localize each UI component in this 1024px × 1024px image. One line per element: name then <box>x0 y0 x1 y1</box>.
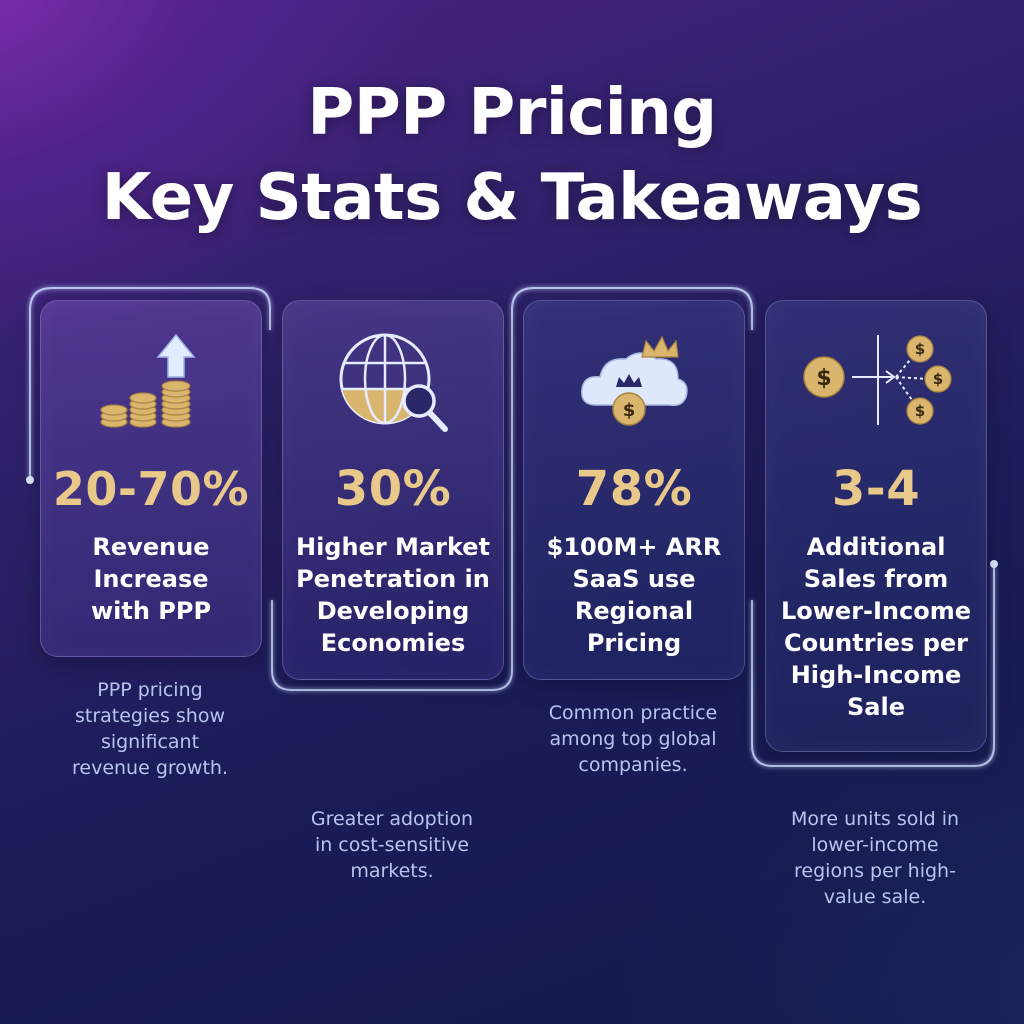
stat-label-line: High-Income <box>790 661 962 689</box>
caption-line: value sale. <box>823 886 927 908</box>
globe-magnifier-icon <box>283 327 503 447</box>
caption-line: regions per high- <box>794 860 956 882</box>
stat-label: Higher Market Penetration in Developing … <box>293 531 493 659</box>
stat-label-line: Penetration in <box>296 565 490 593</box>
caption-line: More units sold in <box>790 808 960 830</box>
stat-label: $100M+ ARR SaaS use Regional Pricing <box>534 531 734 659</box>
stat-label-line: Developing <box>316 597 470 625</box>
caption-line: among top global <box>549 728 717 750</box>
stat-label: Additional Sales from Lower-Income Count… <box>776 531 976 723</box>
stat-label-line: Higher Market <box>295 533 491 561</box>
stat-label-line: $100M+ ARR <box>546 533 722 561</box>
stat-label-line: Pricing <box>586 629 682 657</box>
stat-card-revenue: 20-70% Revenue Increase with PPP <box>40 300 262 657</box>
stat-label-line: Increase <box>93 565 209 593</box>
stat-label-line: Additional <box>806 533 946 561</box>
cloud-crown-dollar-icon: $ <box>524 327 744 447</box>
caption-line: lower-income <box>811 834 939 856</box>
caption-revenue: PPP pricing strategies show significant … <box>40 677 260 781</box>
stat-value: 78% <box>575 461 693 517</box>
svg-text:$: $ <box>915 402 925 420</box>
svg-text:$: $ <box>933 370 943 388</box>
stat-value: 30% <box>334 461 452 517</box>
caption-market-penetration: Greater adoption in cost-sensitive marke… <box>282 806 502 884</box>
stat-label-line: Countries per <box>783 629 969 657</box>
svg-text:$: $ <box>816 366 831 391</box>
stat-card-market-penetration: 30% Higher Market Penetration in Develop… <box>282 300 504 680</box>
stat-card-regional-pricing: $ 78% $100M+ ARR SaaS use Regional Prici… <box>523 300 745 680</box>
caption-line: strategies show <box>74 705 225 727</box>
stat-label-line: with PPP <box>90 597 212 625</box>
caption-additional-sales: More units sold in lower-income regions … <box>765 806 985 910</box>
caption-line: markets. <box>350 860 434 882</box>
caption-regional-pricing: Common practice among top global compani… <box>523 700 743 778</box>
svg-text:$: $ <box>915 340 925 358</box>
caption-line: revenue growth. <box>72 757 228 779</box>
connector-dot-left <box>26 476 34 484</box>
stat-label-line: Economies <box>320 629 466 657</box>
caption-line: in cost-sensitive <box>314 834 470 856</box>
coin-stack-growth-icon <box>41 327 261 447</box>
stat-value: 20-70% <box>52 462 250 516</box>
stat-card-additional-sales: $ $ $ $ <box>765 300 987 752</box>
stat-label-line: Sale <box>847 693 905 721</box>
svg-text:$: $ <box>623 400 636 421</box>
page-title-line2: Key Stats & Takeaways <box>101 161 923 235</box>
stat-label-line: Sales from <box>803 565 949 593</box>
stat-value: 3-4 <box>831 461 921 517</box>
stat-label-line: SaaS use <box>572 565 696 593</box>
caption-line: companies. <box>578 754 688 776</box>
caption-line: PPP pricing <box>97 679 203 701</box>
stat-label-line: Regional <box>574 597 694 625</box>
caption-line: Greater adoption <box>310 808 474 830</box>
caption-line: significant <box>100 731 200 753</box>
stat-label-line: Lower-Income <box>780 597 972 625</box>
caption-line: Common practice <box>548 702 718 724</box>
stat-label-line: Revenue <box>92 533 210 561</box>
dollar-split-arrows-icon: $ $ $ $ <box>766 327 986 447</box>
page-title-line1: PPP Pricing <box>307 76 717 150</box>
connector-dot-right <box>990 560 998 568</box>
stat-label: Revenue Increase with PPP <box>51 531 251 627</box>
